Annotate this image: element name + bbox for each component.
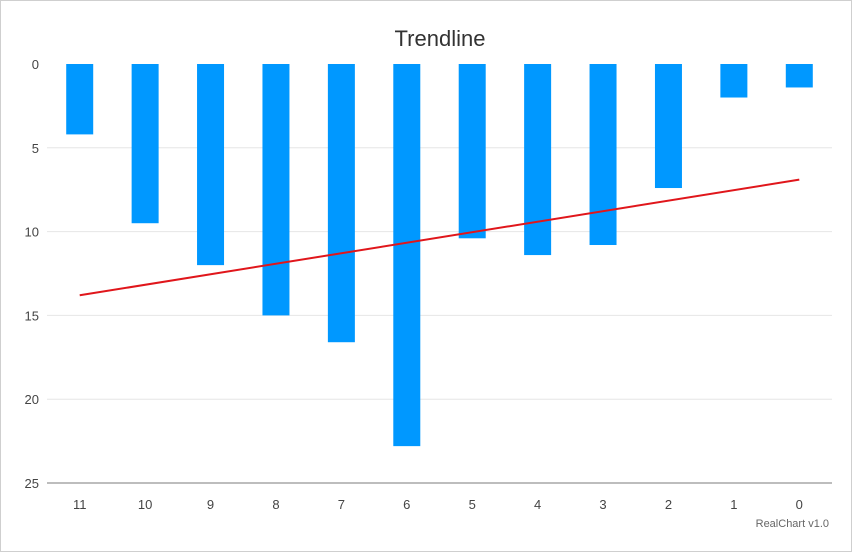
bar[interactable] <box>524 64 552 256</box>
bar[interactable] <box>785 64 813 88</box>
bar[interactable] <box>262 64 290 316</box>
x-tick-label: 8 <box>272 497 279 512</box>
x-tick-label: 10 <box>138 497 152 512</box>
x-tick-label: 9 <box>207 497 214 512</box>
bar[interactable] <box>131 64 159 224</box>
x-tick-label: 6 <box>403 497 410 512</box>
bar[interactable] <box>720 64 748 98</box>
bar[interactable] <box>197 64 225 266</box>
bar[interactable] <box>393 64 421 447</box>
x-tick-label: 1 <box>730 497 737 512</box>
x-tick-label: 0 <box>796 497 803 512</box>
x-tick-label: 3 <box>599 497 606 512</box>
chart-credit: RealChart v1.0 <box>756 518 829 530</box>
y-tick-label: 5 <box>32 141 39 156</box>
bar[interactable] <box>589 64 617 246</box>
y-tick-label: 10 <box>25 225 39 240</box>
y-axis-ticks: 0 5 10 15 20 25 <box>25 57 39 491</box>
trendline-layer <box>79 178 800 297</box>
x-tick-label: 4 <box>534 497 541 512</box>
y-tick-label: 15 <box>25 308 39 323</box>
x-tick-label: 7 <box>338 497 345 512</box>
y-tick-label: 20 <box>25 392 39 407</box>
bar[interactable] <box>654 64 682 189</box>
x-tick-label: 11 <box>73 497 87 512</box>
x-axis-ticks: 11 10 9 8 7 6 5 4 3 2 1 0 <box>73 497 803 512</box>
bar[interactable] <box>66 64 94 135</box>
y-tick-label: 0 <box>32 57 39 72</box>
bar[interactable] <box>327 64 355 343</box>
bar-series <box>66 64 813 447</box>
y-tick-label: 25 <box>25 476 39 491</box>
x-tick-label: 2 <box>665 497 672 512</box>
chart-title: Trendline <box>395 26 486 51</box>
grid-lines <box>47 147 832 400</box>
bar[interactable] <box>458 64 486 239</box>
x-tick-label: 5 <box>469 497 476 512</box>
trendline <box>79 178 800 297</box>
